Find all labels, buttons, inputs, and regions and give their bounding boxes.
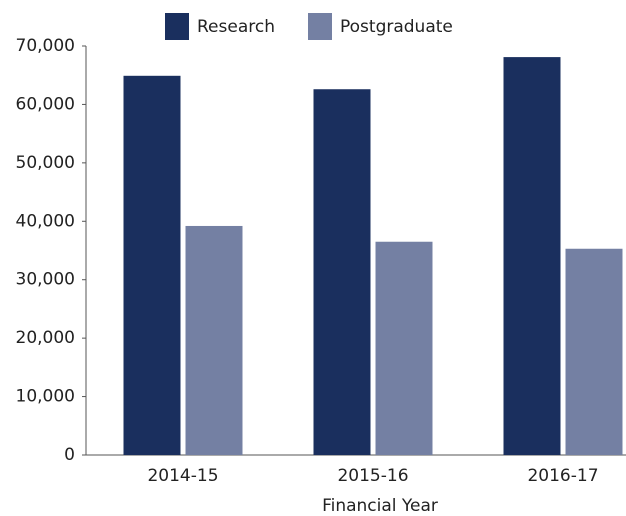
y-tick-label: 20,000 [16, 328, 75, 348]
bar [185, 225, 243, 455]
y-tick-label: 50,000 [16, 153, 75, 173]
y-tick-label: 40,000 [16, 211, 75, 231]
x-tick-label: 2014-15 [147, 466, 218, 486]
x-tick-label: 2016-17 [527, 466, 598, 486]
x-axis-label: Financial Year [322, 496, 438, 516]
y-tick-label: 70,000 [16, 36, 75, 56]
bar [503, 57, 561, 455]
y-tick-label: 0 [64, 445, 75, 465]
legend-label: Postgraduate [340, 17, 453, 37]
legend-swatch [308, 13, 332, 40]
y-tick-label: 10,000 [16, 387, 75, 407]
x-tick-label: 2015-16 [337, 466, 408, 486]
bar [565, 248, 623, 455]
legend-label: Research [197, 17, 275, 37]
y-tick-label: 30,000 [16, 270, 75, 290]
bar [375, 241, 433, 455]
bar [123, 75, 181, 455]
legend-swatch [165, 13, 189, 40]
bar [313, 89, 371, 455]
y-tick-label: 60,000 [16, 94, 75, 114]
